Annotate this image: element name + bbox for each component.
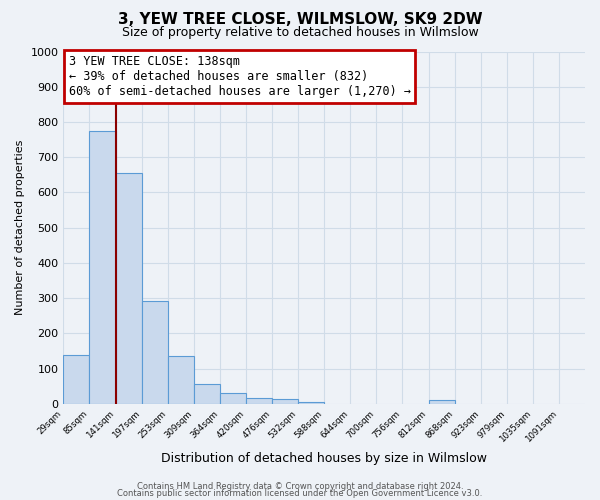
Bar <box>194 384 220 404</box>
X-axis label: Distribution of detached houses by size in Wilmslow: Distribution of detached houses by size … <box>161 452 487 465</box>
Bar <box>64 354 89 404</box>
Bar <box>298 402 324 404</box>
Text: 3 YEW TREE CLOSE: 138sqm
← 39% of detached houses are smaller (832)
60% of semi-: 3 YEW TREE CLOSE: 138sqm ← 39% of detach… <box>68 55 410 98</box>
Bar <box>116 173 142 404</box>
Text: 3, YEW TREE CLOSE, WILMSLOW, SK9 2DW: 3, YEW TREE CLOSE, WILMSLOW, SK9 2DW <box>118 12 482 28</box>
Text: Contains HM Land Registry data © Crown copyright and database right 2024.: Contains HM Land Registry data © Crown c… <box>137 482 463 491</box>
Bar <box>246 398 272 404</box>
Bar <box>142 300 168 404</box>
Bar <box>168 356 194 404</box>
Y-axis label: Number of detached properties: Number of detached properties <box>15 140 25 316</box>
Text: Contains public sector information licensed under the Open Government Licence v3: Contains public sector information licen… <box>118 489 482 498</box>
Bar <box>220 394 246 404</box>
Bar <box>428 400 455 404</box>
Text: Size of property relative to detached houses in Wilmslow: Size of property relative to detached ho… <box>122 26 478 39</box>
Bar <box>272 398 298 404</box>
Bar <box>89 131 116 404</box>
